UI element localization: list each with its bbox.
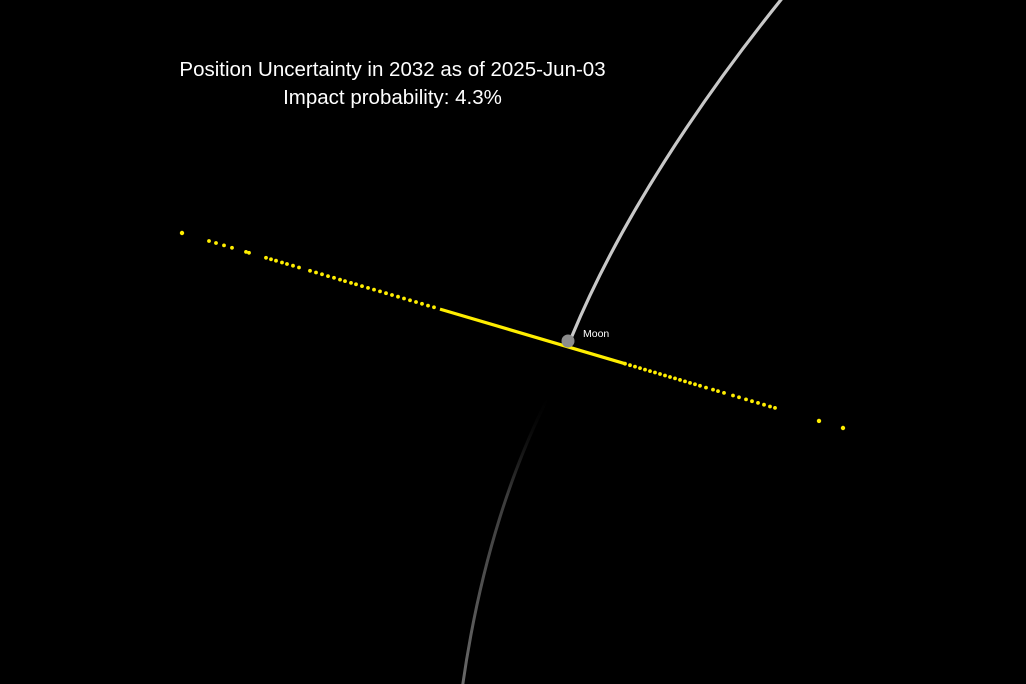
moon-body — [561, 334, 575, 348]
possible-position-point — [285, 262, 289, 266]
possible-position-point — [683, 379, 687, 384]
possible-position-point — [320, 272, 324, 277]
possible-position-point — [291, 263, 295, 268]
title-position-uncertainty: Position Uncertainty in 2032 as of 2025-… — [179, 58, 606, 81]
possible-position-point — [698, 383, 702, 388]
possible-position-point — [308, 268, 312, 273]
possible-position-point — [314, 270, 318, 275]
possible-position-point — [668, 375, 672, 379]
possible-position-point — [396, 294, 400, 299]
possible-position-point — [711, 387, 715, 392]
title-block: Position Uncertainty in 2032 as of 2025-… — [145, 56, 640, 112]
possible-position-point — [247, 250, 251, 255]
possible-position-point — [688, 381, 692, 385]
possible-position-point — [280, 260, 284, 265]
possible-position-point — [704, 385, 708, 390]
possible-position-point — [678, 378, 682, 382]
moon-orbit-lower — [461, 389, 554, 684]
possible-position-point — [643, 367, 647, 372]
possible-position-point — [737, 395, 741, 400]
possible-position-point — [354, 282, 358, 287]
possible-position-point — [264, 255, 268, 260]
possible-position-point — [420, 301, 424, 306]
possible-position-point — [426, 303, 430, 308]
possible-position-point — [623, 361, 627, 366]
possible-position-point — [432, 305, 436, 310]
possible-position-point — [653, 370, 657, 375]
moon-orbit-upper — [570, 0, 783, 338]
possible-position-point — [840, 425, 846, 431]
possible-position-point — [390, 293, 394, 297]
possible-position-point — [269, 257, 273, 262]
possible-position-point — [366, 286, 370, 290]
possible-position-point — [658, 372, 662, 376]
possible-position-point — [349, 281, 353, 285]
possible-position-point — [207, 239, 211, 243]
possible-position-point — [378, 289, 382, 294]
possible-position-point — [716, 389, 720, 393]
possible-position-point — [750, 399, 754, 404]
moon-label: Moon — [583, 328, 610, 340]
possible-position-point — [816, 418, 822, 424]
possible-position-point — [673, 376, 677, 381]
possible-position-point — [179, 230, 185, 236]
possible-position-point — [384, 291, 388, 296]
uncertainty-region — [179, 230, 846, 431]
possible-position-point — [722, 391, 726, 395]
possible-position-point — [663, 373, 667, 378]
possible-position-point — [222, 243, 226, 248]
possible-position-point — [343, 279, 347, 283]
possible-position-point — [402, 296, 406, 301]
possible-position-point — [274, 258, 278, 263]
possible-position-point — [414, 300, 418, 304]
possible-position-point — [230, 245, 234, 250]
possible-position-point — [372, 287, 376, 292]
possible-position-point — [214, 241, 218, 245]
possible-position-point — [648, 369, 652, 373]
possible-position-point — [768, 404, 772, 409]
title-impact-probability: Impact probability: 4.3% — [283, 86, 502, 109]
possible-position-point — [762, 402, 766, 407]
possible-position-point — [638, 366, 642, 370]
possible-position-point — [360, 284, 364, 288]
possible-position-point — [731, 393, 735, 398]
possible-position-point — [297, 265, 301, 270]
possible-position-point — [408, 298, 412, 303]
possible-position-point — [756, 401, 760, 405]
possible-position-point — [326, 274, 330, 278]
possible-position-point — [744, 397, 748, 402]
possible-position-point — [338, 277, 342, 282]
possible-position-point — [773, 406, 777, 410]
possible-position-point — [332, 275, 336, 280]
uncertainty-core — [439, 307, 626, 366]
possible-position-point — [693, 382, 697, 387]
possible-position-point — [628, 363, 632, 368]
possible-position-point — [633, 364, 637, 369]
possible-position-point — [244, 250, 248, 254]
